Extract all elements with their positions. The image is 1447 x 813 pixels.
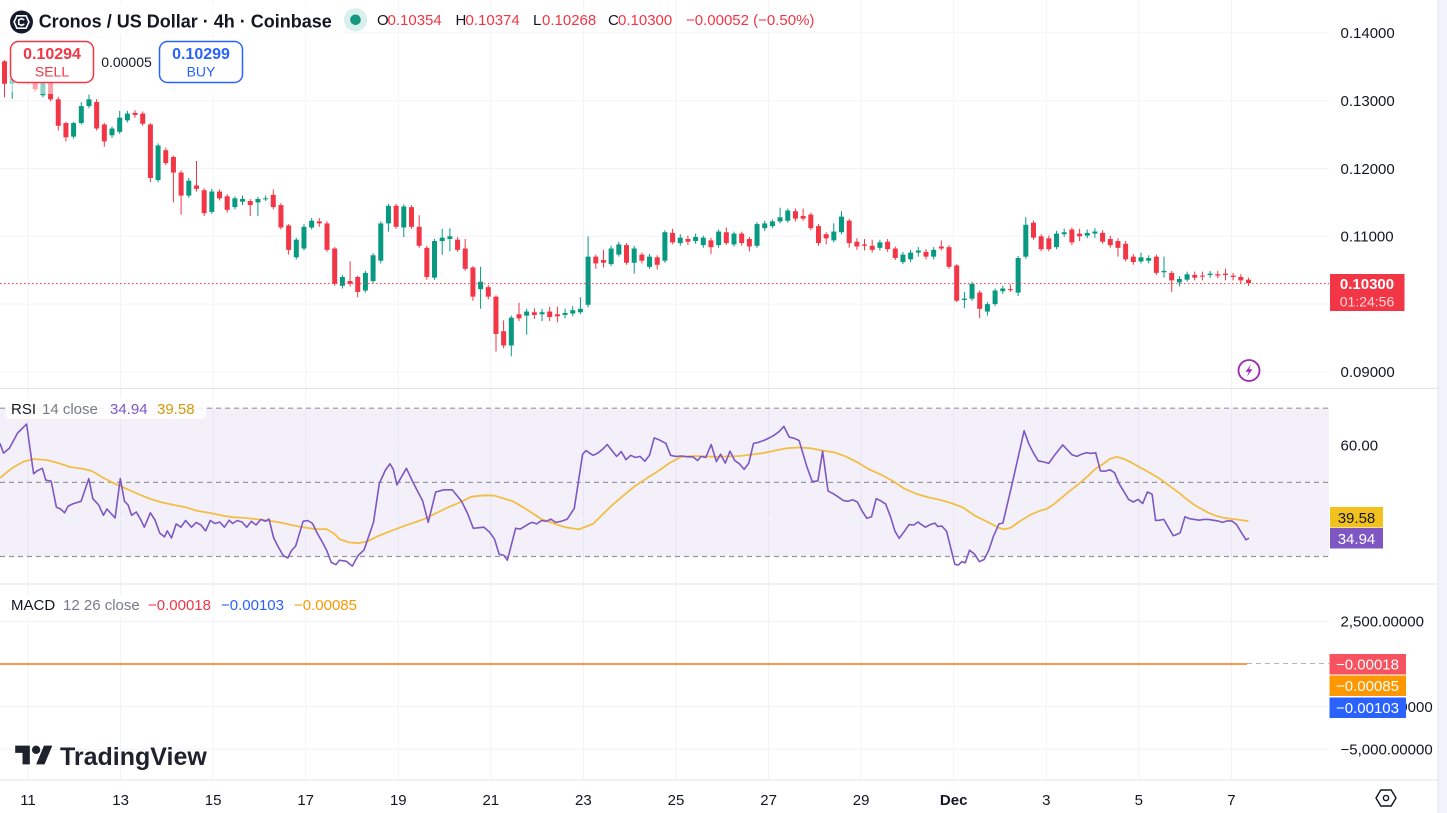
svg-text:O: O: [377, 12, 389, 29]
svg-text:0.10300: 0.10300: [1340, 276, 1394, 293]
svg-text:39.58: 39.58: [157, 401, 195, 418]
svg-text:0.12000: 0.12000: [1341, 161, 1395, 178]
svg-text:29: 29: [853, 792, 870, 809]
svg-text:19: 19: [390, 792, 407, 809]
svg-text:0.10354: 0.10354: [388, 12, 442, 29]
svg-text:39.58: 39.58: [1338, 510, 1376, 527]
svg-text:11: 11: [20, 792, 36, 809]
svg-text:−5,000.00000: −5,000.00000: [1341, 742, 1433, 759]
svg-text:0.00005: 0.00005: [101, 54, 152, 70]
svg-text:SELL: SELL: [35, 63, 69, 79]
svg-text:25: 25: [668, 792, 685, 809]
svg-text:−0.00052 (−0.50%): −0.00052 (−0.50%): [686, 12, 814, 29]
svg-text:2,500.00000: 2,500.00000: [1341, 614, 1424, 631]
svg-text:0.10294: 0.10294: [23, 46, 81, 63]
svg-text:60.00: 60.00: [1341, 438, 1379, 455]
svg-text:Cronos / US Dollar · 4h · Coin: Cronos / US Dollar · 4h · Coinbase: [39, 11, 332, 31]
svg-text:−0.00103: −0.00103: [221, 597, 284, 614]
svg-text:0.09000: 0.09000: [1341, 364, 1395, 381]
svg-text:5: 5: [1135, 792, 1143, 809]
svg-text:0.10374: 0.10374: [466, 12, 520, 29]
svg-text:7: 7: [1227, 792, 1235, 809]
svg-text:14 close: 14 close: [42, 401, 98, 418]
svg-text:12 26 close: 12 26 close: [63, 597, 140, 614]
svg-text:RSI: RSI: [11, 401, 36, 418]
svg-text:3: 3: [1042, 792, 1050, 809]
svg-text:13: 13: [112, 792, 129, 809]
svg-text:H: H: [456, 12, 467, 29]
svg-text:BUY: BUY: [187, 63, 216, 79]
svg-text:−0.00018: −0.00018: [148, 597, 211, 614]
svg-text:−0.00085: −0.00085: [294, 597, 357, 614]
svg-text:−0.00103: −0.00103: [1336, 700, 1399, 717]
svg-text:17: 17: [297, 792, 314, 809]
svg-text:21: 21: [482, 792, 499, 809]
svg-text:Dec: Dec: [940, 792, 968, 809]
svg-text:L: L: [533, 12, 541, 29]
svg-text:0.14000: 0.14000: [1341, 25, 1395, 42]
svg-text:TradingView: TradingView: [60, 743, 207, 771]
svg-text:0.10300: 0.10300: [618, 12, 672, 29]
svg-text:01:24:56: 01:24:56: [1340, 293, 1395, 309]
svg-text:0.11000: 0.11000: [1341, 229, 1394, 246]
svg-text:27: 27: [760, 792, 777, 809]
svg-text:34.94: 34.94: [110, 401, 148, 418]
svg-text:23: 23: [575, 792, 592, 809]
svg-text:C: C: [608, 12, 619, 29]
svg-text:0.10268: 0.10268: [542, 12, 596, 29]
svg-text:0.10299: 0.10299: [172, 46, 230, 63]
svg-text:34.94: 34.94: [1338, 531, 1376, 548]
svg-text:−0.00085: −0.00085: [1336, 678, 1399, 695]
svg-text:MACD: MACD: [11, 597, 55, 614]
svg-text:15: 15: [205, 792, 222, 809]
svg-text:0.13000: 0.13000: [1341, 93, 1395, 110]
svg-text:−0.00018: −0.00018: [1336, 657, 1399, 674]
